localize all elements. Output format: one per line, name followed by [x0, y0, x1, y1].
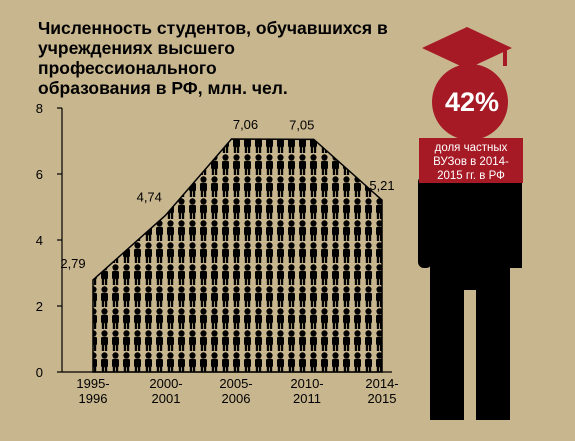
y-axis: 0 2 4 6 8 — [36, 101, 63, 380]
body-silhouette — [430, 168, 522, 420]
arm-left — [418, 176, 432, 268]
mortarboard-tassel — [503, 48, 507, 66]
x-tick-label: 2000-2001 — [149, 376, 182, 406]
x-tick-label: 2014-2015 — [365, 376, 398, 406]
x-tick-label: 1995-1996 — [76, 376, 109, 406]
private-universities-share: 42% — [444, 87, 500, 117]
x-tick-label: 2010-2011 — [290, 376, 323, 406]
data-label: 7,06 — [233, 117, 258, 132]
y-tick-label: 2 — [36, 299, 43, 314]
area-chart: 0 2 4 6 8 2,79 4,74 7,06 7,05 5,21 1995-1996 2000… — [36, 101, 399, 406]
x-axis: 1995-1996 2000-2001 2005-2006 2010-2011 2014… — [62, 371, 399, 406]
data-label: 5,21 — [369, 178, 394, 193]
y-tick-label: 6 — [36, 167, 43, 182]
data-labels: 2,79 4,74 7,06 7,05 5,21 — [60, 117, 394, 271]
head-circle — [432, 64, 508, 140]
data-label: 7,05 — [289, 117, 314, 132]
area-fill — [92, 138, 383, 373]
y-tick-label: 8 — [36, 101, 43, 116]
mortarboard-icon — [422, 27, 512, 69]
y-tick-label: 4 — [36, 233, 43, 248]
graduate-figure — [418, 27, 522, 420]
area-series — [92, 138, 383, 373]
data-label: 4,74 — [137, 190, 162, 205]
data-label: 2,79 — [60, 256, 85, 271]
x-tick-label: 2005-2006 — [219, 376, 252, 406]
y-tick-label: 0 — [36, 365, 43, 380]
private-universities-caption: доля частных ВУЗов в 2014- 2015 гг. в РФ — [419, 138, 523, 183]
chart-title: Численность студентов, обучавшихся в учр… — [38, 18, 388, 98]
arm-right — [508, 176, 522, 268]
